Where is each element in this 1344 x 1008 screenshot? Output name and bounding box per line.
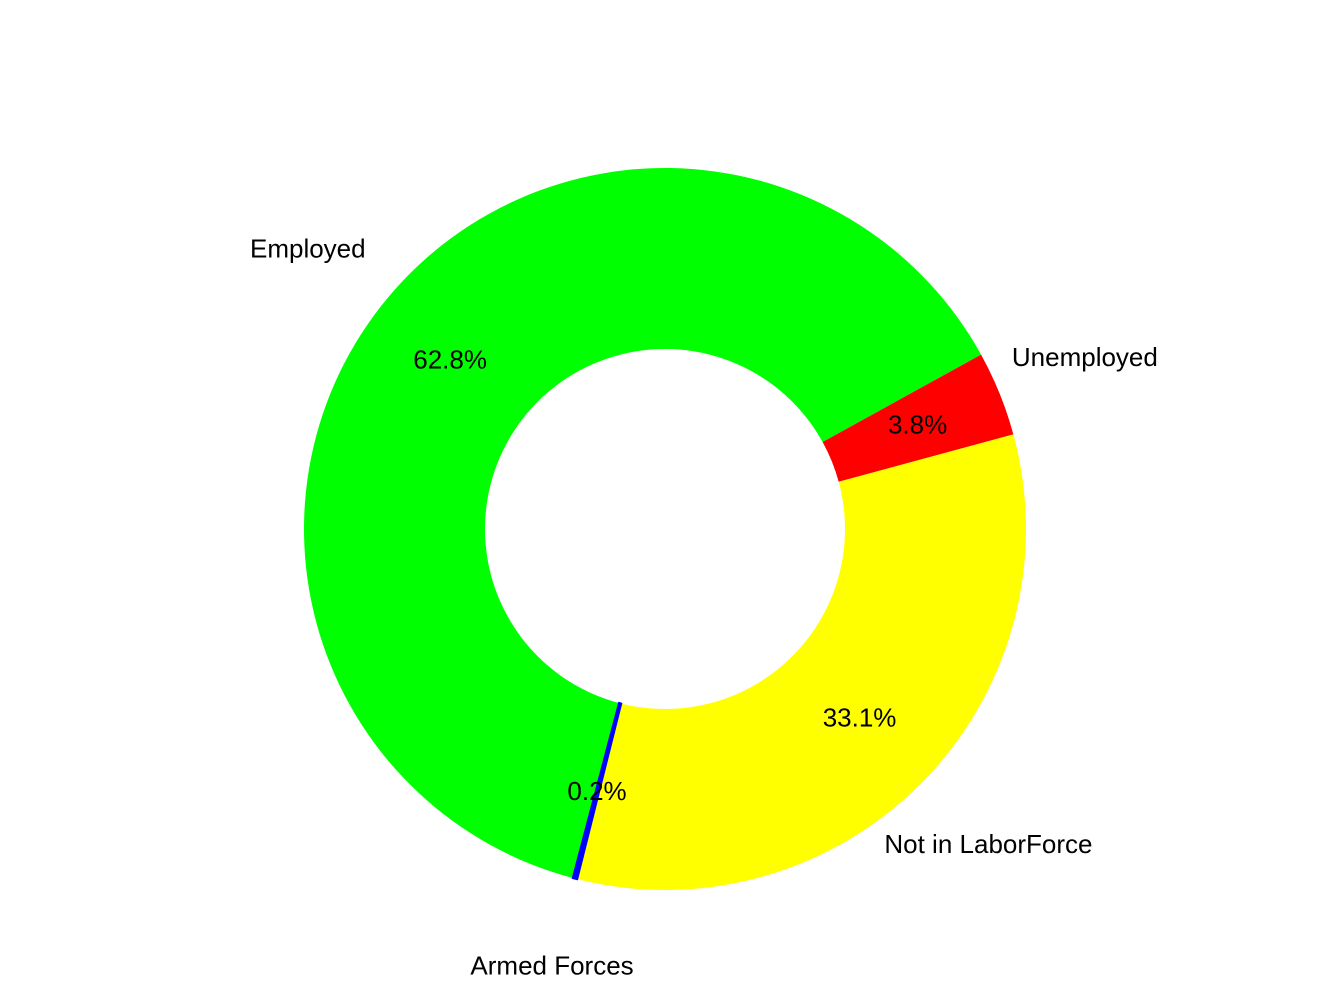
name-label-employed: Employed bbox=[250, 233, 366, 263]
slice-employed bbox=[304, 167, 982, 879]
percent-label-not-in-laborforce: 33.1% bbox=[823, 703, 897, 733]
name-label-armed-forces: Armed Forces bbox=[470, 951, 633, 981]
name-label-unemployed: Unemployed bbox=[1012, 342, 1158, 372]
name-label-not-in-laborforce: Not in LaborForce bbox=[884, 829, 1092, 859]
percent-labels-group: 62.8% 3.8% 33.1% 0.2% bbox=[413, 344, 947, 805]
percent-label-employed: 62.8% bbox=[413, 344, 487, 374]
percent-label-unemployed: 3.8% bbox=[888, 410, 947, 440]
slice-unemployed bbox=[822, 354, 1014, 482]
percent-label-armed-forces: 0.2% bbox=[567, 776, 626, 806]
slice-not-in-laborforce bbox=[577, 434, 1026, 890]
slice-armed-forces bbox=[571, 701, 623, 881]
name-labels-group: Employed Unemployed Not in LaborForce Armed… bbox=[250, 233, 1158, 980]
slices-group bbox=[304, 167, 1026, 890]
